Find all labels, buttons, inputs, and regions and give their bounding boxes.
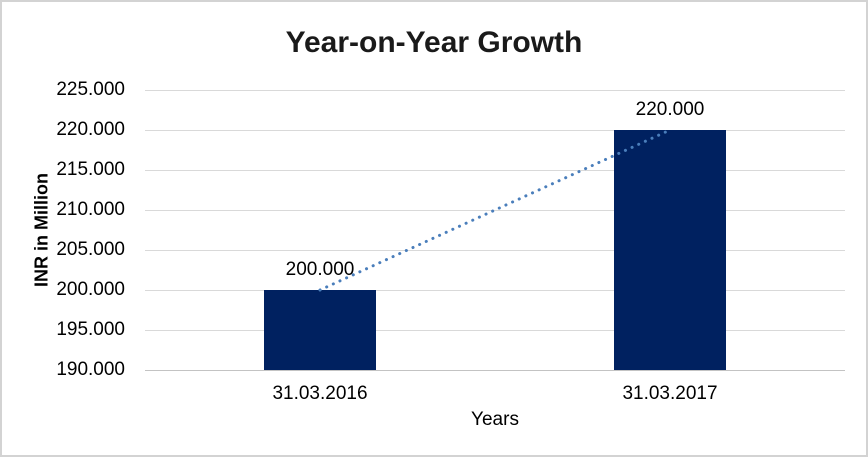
y-tick-label: 205.000 xyxy=(56,239,125,260)
bar-value-label: 200.000 xyxy=(285,259,355,280)
x-axis-line xyxy=(145,370,845,371)
chart-title: Year-on-Year Growth xyxy=(285,26,583,59)
gridline xyxy=(145,170,845,171)
bar-31.03.2016 xyxy=(264,290,376,370)
gridline xyxy=(145,210,845,211)
bar-31.03.2017 xyxy=(614,130,726,370)
y-axis-title: INR in Million xyxy=(31,173,52,287)
y-tick-label: 225.000 xyxy=(56,79,125,100)
y-tick-label: 210.000 xyxy=(56,199,125,220)
gridline xyxy=(145,330,845,331)
y-tick-label: 190.000 xyxy=(56,359,125,380)
y-tick-label: 215.000 xyxy=(56,159,125,180)
gridline xyxy=(145,90,845,91)
gridline xyxy=(145,130,845,131)
y-tick-label: 195.000 xyxy=(56,319,125,340)
gridline xyxy=(145,290,845,291)
gridline xyxy=(145,250,845,251)
bar-value-label: 220.000 xyxy=(635,99,705,120)
y-tick-label: 220.000 xyxy=(56,119,125,140)
y-tick-label: 200.000 xyxy=(56,279,125,300)
x-category-label: 31.03.2016 xyxy=(272,383,368,404)
x-category-label: 31.03.2017 xyxy=(622,383,718,404)
x-axis-title: Years xyxy=(471,409,519,430)
